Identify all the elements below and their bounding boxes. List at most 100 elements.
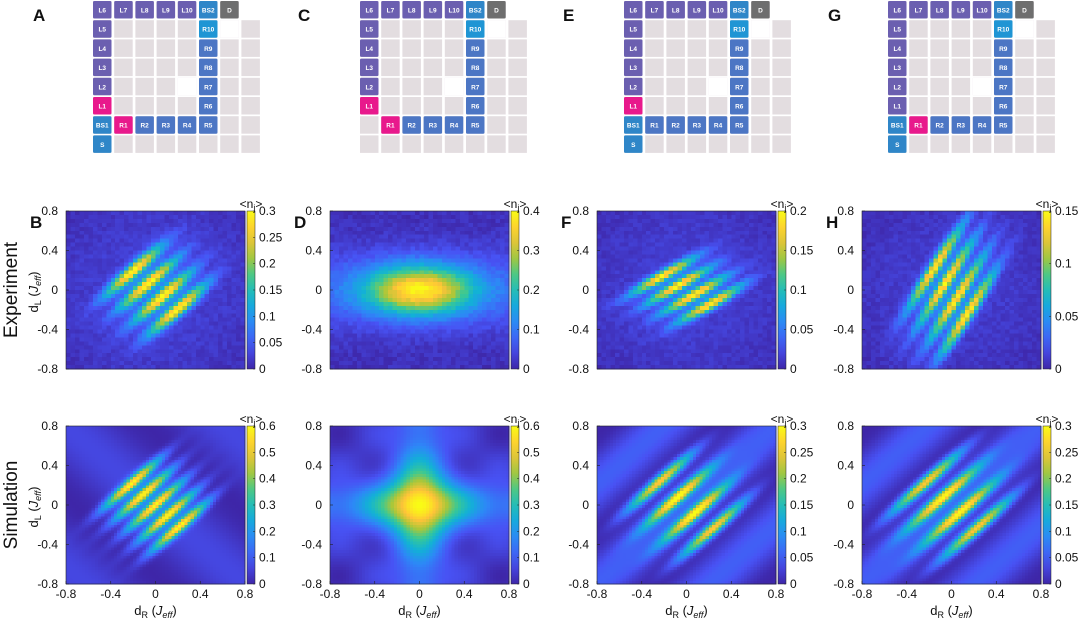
lattice-E: E L6 L7 L8 L9 L10 BS2 D L5 L4 L3 L2 L1 BS1 S R10 R9 R8 R7 R… <box>563 1 791 153</box>
lattice-bg-cell <box>645 58 664 77</box>
lattice-site-d: D <box>751 1 770 19</box>
lattice-bg-cell <box>666 97 685 115</box>
x-tick-label: 0.8 <box>501 587 518 601</box>
lattice-bg-cell <box>708 39 728 57</box>
lattice-bg-cell <box>220 39 239 57</box>
colorbar-tick-label: 0.2 <box>259 257 276 271</box>
colorbar-tick-label: 0.1 <box>790 283 807 297</box>
lattice-bg-cell <box>241 116 260 134</box>
lattice-site-label: R1 <box>914 123 923 130</box>
x-tick-label: 0 <box>948 587 955 601</box>
lattice-bg-cell <box>687 97 707 115</box>
colorbar-tick-label: 0.05 <box>259 336 283 350</box>
lattice-site-l3: L3 <box>624 58 643 77</box>
lattice-gap-cell <box>1015 20 1034 38</box>
lattice-bg-cell <box>687 135 707 153</box>
y-tick-label: -0.8 <box>833 362 854 376</box>
x-axis-label: dR (Jeff) <box>398 603 441 620</box>
lattice-site-r2: R2 <box>135 116 154 134</box>
colorbar-tick-label: 0 <box>790 362 797 376</box>
lattice-site-label: R3 <box>693 123 702 130</box>
lattice-site-label: L10 <box>976 7 988 14</box>
y-tick-label: -0.8 <box>301 362 322 376</box>
colorbar-tick-label: 0.6 <box>259 419 276 433</box>
lattice-site-label: L8 <box>408 7 416 14</box>
lattice-site-l3: L3 <box>360 58 379 77</box>
lattice-C: C L6 L7 L8 L9 L10 BS2 D L5 L4 L3 L2 L1 R10 R9 R8 R7 R6 R5 R… <box>298 1 527 153</box>
lattice-bg-cell <box>666 135 685 153</box>
lattice-site-label: L2 <box>893 84 901 91</box>
lattice-site-l4: L4 <box>93 39 112 57</box>
x-tick-label: 0 <box>152 587 159 601</box>
lattice-site-label: L4 <box>98 46 106 53</box>
y-tick-label: 0.8 <box>837 419 854 433</box>
lattice-site-l9: L9 <box>423 1 443 19</box>
colorbar-tick-label: 0.15 <box>790 244 814 258</box>
lattice-site-label: L5 <box>893 27 901 34</box>
colorbar-tick-label: 0.05 <box>790 323 814 337</box>
lattice-bg-cell <box>1036 39 1055 57</box>
heatmap-d-experiment: D0.8 0.4 0 -0.4 -0.8 0.4 0.3 0.2 0.1 0 <nj> <box>294 197 540 376</box>
lattice-site-label: L9 <box>957 7 965 14</box>
lattice-site-label: R10 <box>997 27 1009 34</box>
lattice-bg-cell <box>687 77 707 96</box>
lattice-bg-cell <box>1015 97 1034 115</box>
lattice-site-bs2: BS2 <box>466 1 485 19</box>
colorbar-title: <nj> <box>1036 412 1059 428</box>
x-tick-label: -0.4 <box>364 587 385 601</box>
lattice-site-r2: R2 <box>930 116 949 134</box>
lattice-site-label: R2 <box>407 123 416 130</box>
y-tick-label: 0 <box>847 283 854 297</box>
lattice-site-l5: L5 <box>93 20 112 38</box>
lattice-site-label: S <box>895 142 900 149</box>
lattice-site-l2: L2 <box>93 77 112 96</box>
lattice-bg-cell <box>645 20 664 38</box>
lattice-site-bs1: BS1 <box>93 116 112 134</box>
colorbar-tick-label: 0.25 <box>790 445 814 459</box>
lattice-bg-cell <box>156 97 176 115</box>
lattice-site-r2: R2 <box>402 116 421 134</box>
lattice-site-bs2: BS2 <box>994 1 1013 19</box>
lattice-bg-cell <box>444 58 464 77</box>
lattice-site-l6: L6 <box>888 1 907 19</box>
lattice-site-l10: L10 <box>708 1 728 19</box>
lattice-site-l6: L6 <box>360 1 379 19</box>
lattice-site-l9: L9 <box>156 1 176 19</box>
lattice-bg-cell <box>508 58 527 77</box>
lattice-bg-cell <box>687 58 707 77</box>
lattice-site-r3: R3 <box>423 116 443 134</box>
lattice-site-s: S <box>624 135 643 153</box>
lattice-site-label: R9 <box>471 46 480 53</box>
lattice-bg-cell <box>423 97 443 115</box>
x-tick-label: -0.8 <box>587 587 608 601</box>
lattice-site-label: R5 <box>471 123 480 130</box>
heatmap-cells <box>597 426 777 585</box>
lattice-bg-cell <box>220 58 239 77</box>
lattice-site-label: L1 <box>893 103 901 110</box>
lattice-bg-cell <box>645 77 664 96</box>
lattice-site-label: R2 <box>935 123 944 130</box>
lattice-site-r9: R9 <box>730 39 749 57</box>
lattice-bg-cell <box>930 39 949 57</box>
lattice-site-s: S <box>93 135 112 153</box>
lattice-site-r8: R8 <box>730 58 749 77</box>
lattice-bg-cell <box>1036 116 1055 134</box>
lattice-gap-cell <box>972 77 992 96</box>
lattice-bg-cell <box>930 135 949 153</box>
lattice-bg-cell <box>241 1 260 19</box>
x-axis-label: dR (Jeff) <box>930 603 973 620</box>
x-tick-label: 0.4 <box>988 587 1005 601</box>
lattice-G: G L6 L7 L8 L9 L10 BS2 D L5 L4 L3 L2 L1 BS1 S R10 R9 R8 R7 R… <box>828 1 1055 153</box>
lattice-site-label: L4 <box>893 46 901 53</box>
lattice-bg-cell <box>402 20 421 38</box>
lattice-site-r8: R8 <box>199 58 218 77</box>
lattice-bg-cell <box>951 20 971 38</box>
lattice-site-label: R7 <box>204 84 213 91</box>
lattice-site-label: BS2 <box>469 7 482 14</box>
lattice-site-r10: R10 <box>199 20 218 38</box>
lattice-site-label: L3 <box>893 65 901 72</box>
y-tick-label: -0.8 <box>301 577 322 591</box>
lattice-bg-cell <box>972 58 992 77</box>
lattice-bg-cell <box>487 77 506 96</box>
lattice-site-l8: L8 <box>402 1 421 19</box>
